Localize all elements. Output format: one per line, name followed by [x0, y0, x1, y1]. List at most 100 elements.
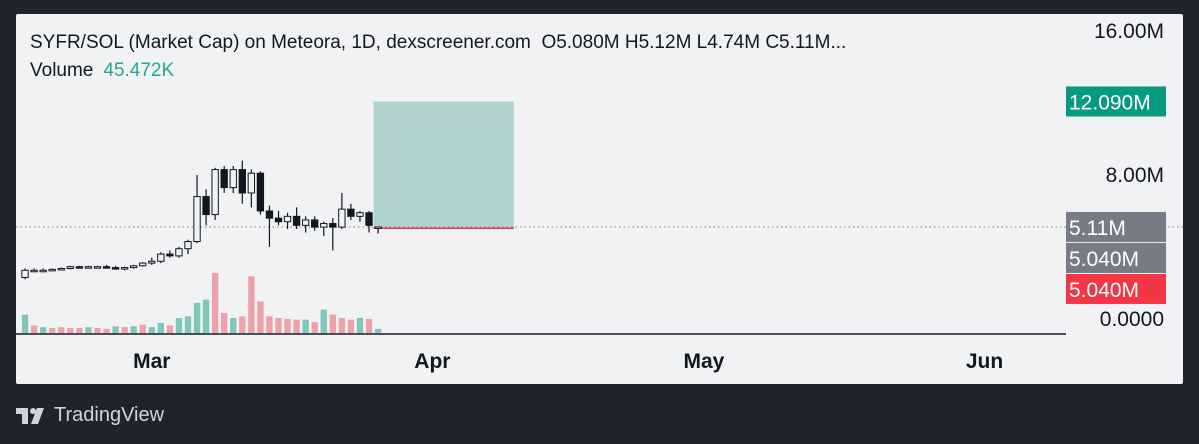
price-badge-label: 5.040M	[1069, 279, 1139, 302]
candle-body	[365, 212, 373, 226]
volume-bar	[139, 324, 146, 333]
candle-body	[374, 226, 382, 229]
candle-body	[229, 169, 237, 189]
volume-bar	[175, 318, 183, 333]
volume-bar	[365, 318, 373, 333]
candle-body	[274, 217, 283, 223]
candle-body	[265, 210, 274, 219]
candle-body	[292, 215, 301, 226]
volume-bar	[21, 314, 29, 333]
candle-body	[102, 266, 111, 269]
candle-body	[84, 266, 93, 269]
price-badge-label: 5.040M	[1069, 248, 1139, 271]
volume-bar	[311, 322, 318, 333]
volume-label: Volume	[30, 60, 94, 81]
volume-bar	[30, 325, 38, 333]
candle-body	[75, 266, 84, 269]
volume-bars-layer	[21, 273, 382, 333]
volume-bar	[67, 328, 74, 333]
candle-body	[247, 172, 256, 194]
candle-body	[66, 266, 74, 269]
candle-body	[320, 223, 328, 228]
volume-bar	[94, 328, 101, 333]
time-axis[interactable]: Mar Apr May Jun	[133, 350, 1003, 373]
tradingview-brand-text: TradingView	[54, 404, 165, 426]
candle-body	[283, 215, 292, 223]
volume-bar	[184, 316, 192, 333]
candle-body	[21, 269, 29, 278]
candle-body	[202, 196, 210, 216]
price-tick-label: 0.0000	[1100, 308, 1164, 331]
volume-bar	[130, 326, 137, 333]
candle-body	[120, 267, 129, 270]
volume-bar	[248, 276, 255, 333]
volume-bar	[302, 319, 309, 333]
volume-bar	[374, 328, 382, 333]
time-tick-label: Jun	[966, 350, 1003, 373]
candles-layer	[21, 160, 382, 280]
volume-bar	[230, 318, 237, 333]
reference-lines-layer	[16, 226, 1183, 335]
price-badge	[1066, 273, 1166, 304]
volume-bar	[221, 313, 228, 333]
candle-body	[256, 172, 265, 212]
volume-bar	[356, 318, 364, 333]
volume-bar	[257, 301, 264, 333]
volume-bar	[157, 323, 164, 333]
volume-bar	[85, 327, 92, 333]
candle-body	[166, 253, 174, 257]
time-tick-label: Mar	[133, 350, 170, 373]
candle-body	[157, 253, 165, 262]
volume-bar	[320, 309, 327, 333]
symbol-title[interactable]: SYFR/SOL (Market Cap) on Meteora, 1D, de…	[30, 32, 531, 53]
volume-bar	[329, 314, 336, 333]
volume-bar	[166, 325, 174, 333]
legend-title-row: SYFR/SOL (Market Cap) on Meteora, 1D, de…	[30, 32, 846, 54]
candle-body	[338, 208, 346, 228]
volume-bar	[148, 327, 155, 333]
candle-body	[175, 248, 183, 257]
chart-canvas[interactable]: 16.00M 8.00M 0.0000 12.090M 5.11M 5.040M 5.04…	[16, 14, 1183, 384]
volume-bar	[202, 299, 210, 333]
price-badges: 12.090M 5.11M 5.040M 5.040M	[1066, 86, 1166, 304]
time-tick-label: May	[684, 350, 725, 373]
candle-body	[57, 267, 65, 271]
candle-body	[301, 219, 310, 226]
price-badge	[1066, 211, 1166, 242]
candle-body	[130, 265, 138, 269]
volume-bar	[193, 303, 201, 333]
candle-body	[93, 266, 102, 269]
price-badge-label: 5.11M	[1069, 217, 1126, 240]
volume-bar	[112, 326, 119, 333]
candle-body	[356, 212, 364, 217]
volume-bar	[293, 319, 300, 333]
volume-bar	[58, 327, 65, 333]
chart-panel[interactable]: 16.00M 8.00M 0.0000 12.090M 5.11M 5.040M 5.04…	[16, 14, 1183, 384]
candle-body	[30, 269, 38, 273]
candle-body	[238, 169, 246, 194]
candle-body	[139, 262, 147, 267]
candle-body	[39, 269, 47, 273]
tradingview-logo-icon	[16, 407, 46, 424]
volume-bar	[103, 328, 110, 333]
price-tick-label: 16.00M	[1094, 20, 1164, 43]
volume-bar	[338, 318, 346, 333]
price-axis[interactable]: 16.00M 8.00M 0.0000	[1094, 20, 1164, 331]
time-tick-label: Apr	[414, 350, 450, 373]
volume-bar	[121, 327, 128, 333]
volume-bar	[49, 328, 56, 333]
candle-body	[48, 268, 56, 272]
ohlc-values: O5.080M H5.12M L4.74M C5.11M...	[541, 32, 847, 53]
volume-bar	[39, 327, 47, 333]
candle-body	[311, 219, 319, 228]
position-zone-layer	[373, 101, 514, 229]
price-badge	[1066, 242, 1166, 273]
volume-bar	[284, 318, 291, 333]
legend-volume-row: Volume 45.472K	[30, 60, 174, 82]
position-target-zone	[373, 101, 514, 229]
volume-bar	[211, 273, 219, 333]
volume-value: 45.472K	[103, 60, 175, 81]
candle-body	[184, 241, 192, 250]
candle-body	[329, 223, 337, 228]
footer-brand[interactable]: TradingView	[16, 404, 164, 427]
